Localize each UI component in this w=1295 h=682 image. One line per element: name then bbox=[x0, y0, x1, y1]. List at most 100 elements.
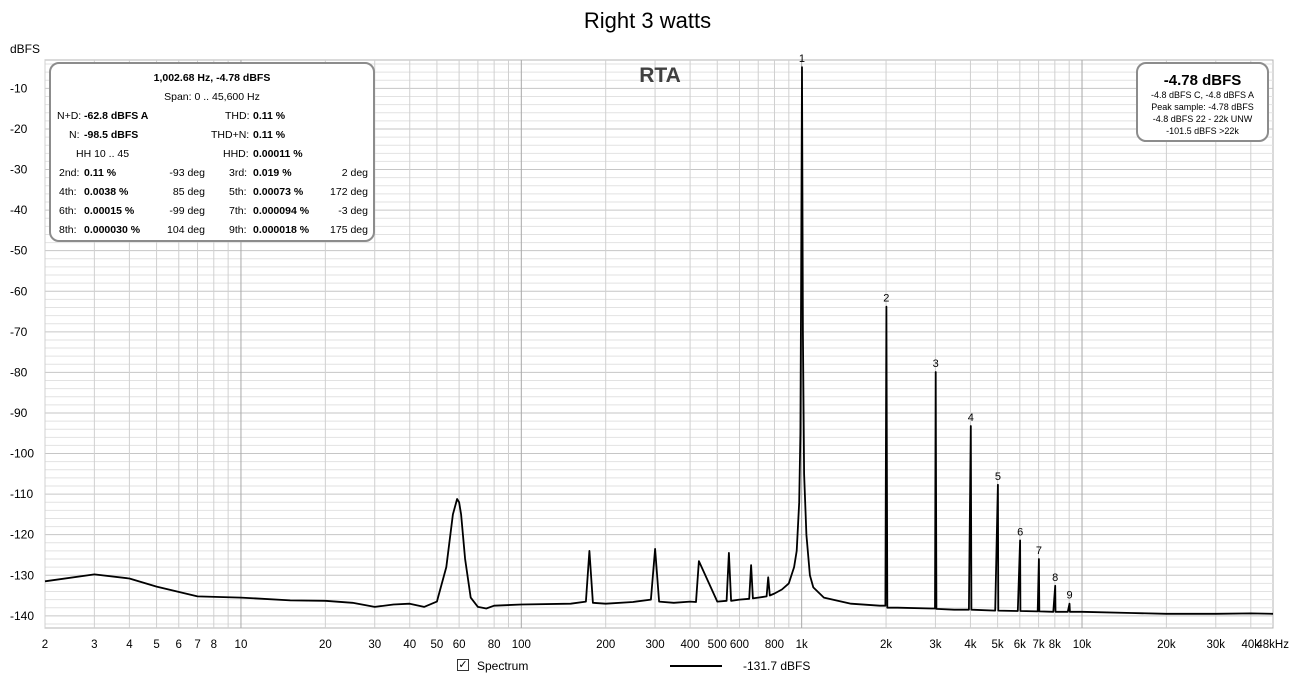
harmonic-phase: -3 deg bbox=[338, 205, 368, 217]
x-tick-label: 200 bbox=[596, 639, 615, 651]
harmonic-marker: 8 bbox=[1052, 572, 1058, 584]
x-tick-label: 5 bbox=[153, 639, 159, 651]
harmonic-label: 7th: bbox=[229, 205, 247, 217]
harmonic-value: 0.00073 % bbox=[253, 186, 304, 198]
level-panel: -4.78 dBFS -4.8 dBFS C, -4.8 dBFS A Peak… bbox=[1136, 62, 1269, 142]
y-tick-label: -120 bbox=[10, 528, 34, 542]
x-tick-label: 300 bbox=[645, 639, 664, 651]
level-above-22k: -101.5 dBFS >22k bbox=[1166, 126, 1239, 136]
y-tick-label: -80 bbox=[10, 365, 28, 379]
x-tick-label: 48kHz bbox=[1256, 639, 1289, 651]
x-tick-label: 10 bbox=[235, 639, 248, 651]
spectrum-label: Spectrum bbox=[477, 659, 529, 673]
spectrum-checkbox[interactable]: ✓ bbox=[457, 659, 469, 671]
harmonic-marker: 6 bbox=[1017, 526, 1023, 538]
x-tick-label: 5k bbox=[992, 639, 1004, 651]
stats-panel: 1,002.68 Hz, -4.78 dBFS Span: 0 .. 45,60… bbox=[49, 62, 375, 242]
thd-value: 0.11 % bbox=[253, 110, 286, 122]
span-readout: Span: 0 .. 45,600 Hz bbox=[164, 91, 260, 103]
thdn-label: THD+N: bbox=[211, 129, 250, 141]
rta-label: RTA bbox=[639, 64, 681, 87]
x-tick-label: 6 bbox=[176, 639, 182, 651]
harmonic-phase: 172 deg bbox=[330, 186, 368, 198]
harmonic-label: 4th: bbox=[59, 186, 77, 198]
thdn-value: 0.11 % bbox=[253, 129, 286, 141]
y-tick-label: -100 bbox=[10, 447, 34, 461]
harmonic-phase: -93 deg bbox=[169, 167, 205, 179]
harmonic-label: 8th: bbox=[59, 224, 77, 236]
x-tick-label: 50 bbox=[431, 639, 444, 651]
harmonic-phase: -99 deg bbox=[169, 205, 205, 217]
nd-value: -62.8 dBFS A bbox=[84, 110, 149, 122]
harmonic-marker: 3 bbox=[933, 358, 939, 370]
level-main: -4.78 dBFS bbox=[1163, 72, 1242, 89]
harmonic-value: 0.00015 % bbox=[84, 205, 135, 217]
n-label: N: bbox=[69, 129, 80, 141]
spectrum-trace bbox=[44, 66, 1274, 615]
x-tick-label: 20k bbox=[1157, 639, 1176, 651]
harmonic-value: 0.000018 % bbox=[253, 224, 310, 236]
y-tick-label: -130 bbox=[10, 568, 34, 582]
hhd-value: 0.00011 % bbox=[253, 148, 303, 160]
x-tick-label: 1k bbox=[796, 639, 808, 651]
y-tick-label: -60 bbox=[10, 284, 28, 298]
y-tick-label: -20 bbox=[10, 122, 28, 136]
y-axis-unit: dBFS bbox=[10, 42, 41, 56]
x-tick-label: 80 bbox=[488, 639, 501, 651]
x-tick-label: 30 bbox=[368, 639, 381, 651]
x-tick-label: 40 bbox=[403, 639, 416, 651]
x-tick-label: 7 bbox=[194, 639, 200, 651]
x-tick-label: 800 bbox=[765, 639, 784, 651]
x-tick-label: 2k bbox=[880, 639, 892, 651]
hhd-label: HHD: bbox=[223, 148, 249, 160]
x-tick-label: 2 bbox=[42, 639, 48, 651]
y-tick-label: -10 bbox=[10, 81, 28, 95]
y-tick-label: -30 bbox=[10, 163, 28, 177]
harmonic-marker: 1 bbox=[799, 53, 805, 65]
thd-label: THD: bbox=[225, 110, 250, 122]
hh-range: HH 10 .. 45 bbox=[76, 148, 130, 160]
x-tick-label: 4k bbox=[964, 639, 976, 651]
level-unweighted: -4.8 dBFS 22 - 22k UNW bbox=[1152, 114, 1253, 124]
harmonic-label: 2nd: bbox=[59, 167, 80, 179]
x-tick-label: 4 bbox=[126, 639, 133, 651]
x-tick-label: 60 bbox=[453, 639, 466, 651]
x-tick-label: 400 bbox=[681, 639, 700, 651]
harmonic-label: 3rd: bbox=[229, 167, 248, 179]
harmonic-value: 0.019 % bbox=[253, 167, 292, 179]
level-weighted: -4.8 dBFS C, -4.8 dBFS A bbox=[1150, 90, 1255, 100]
x-tick-label: 8k bbox=[1049, 639, 1061, 651]
level-peak-sample: Peak sample: -4.78 dBFS bbox=[1151, 102, 1254, 112]
harmonic-label: 6th: bbox=[59, 205, 77, 217]
fundamental-readout: 1,002.68 Hz, -4.78 dBFS bbox=[153, 72, 271, 84]
nd-label: N+D: bbox=[57, 110, 82, 122]
cursor-level-readout: -131.7 dBFS bbox=[743, 659, 811, 673]
harmonic-phase: 175 deg bbox=[330, 224, 368, 236]
harmonic-value: 0.000030 % bbox=[84, 224, 141, 236]
harmonic-row: 8th: 0.000030 % 104 deg 9th: 0.000018 % … bbox=[51, 222, 377, 238]
x-tick-label: 100 bbox=[512, 639, 531, 651]
x-tick-label: 3k bbox=[929, 639, 941, 651]
harmonic-marker: 7 bbox=[1036, 545, 1042, 557]
x-tick-label: 3 bbox=[91, 639, 97, 651]
y-tick-label: -50 bbox=[10, 244, 28, 258]
harmonic-value: 0.0038 % bbox=[84, 186, 129, 198]
harmonic-row: 4th: 0.0038 % 85 deg 5th: 0.00073 % 172 … bbox=[51, 184, 377, 200]
harmonic-row: 6th: 0.00015 % -99 deg 7th: 0.000094 % -… bbox=[51, 203, 377, 219]
harmonic-marker: 9 bbox=[1066, 590, 1072, 602]
x-tick-label: 7k bbox=[1033, 639, 1045, 651]
x-tick-label: 20 bbox=[319, 639, 332, 651]
y-tick-label: -90 bbox=[10, 406, 28, 420]
harmonic-marker: 5 bbox=[995, 471, 1001, 483]
n-value: -98.5 dBFS bbox=[84, 129, 139, 141]
harmonic-marker: 2 bbox=[883, 293, 889, 305]
x-tick-label: 40k bbox=[1242, 639, 1261, 651]
harmonic-value: 0.000094 % bbox=[253, 205, 310, 217]
y-tick-label: -70 bbox=[10, 325, 28, 339]
x-tick-label: 8 bbox=[211, 639, 217, 651]
harmonic-row: 2nd: 0.11 % -93 deg 3rd: 0.019 % 2 deg bbox=[51, 165, 377, 181]
harmonic-label: 5th: bbox=[229, 186, 247, 198]
x-tick-label: 500 bbox=[708, 639, 727, 651]
harmonic-marker: 4 bbox=[968, 412, 974, 424]
